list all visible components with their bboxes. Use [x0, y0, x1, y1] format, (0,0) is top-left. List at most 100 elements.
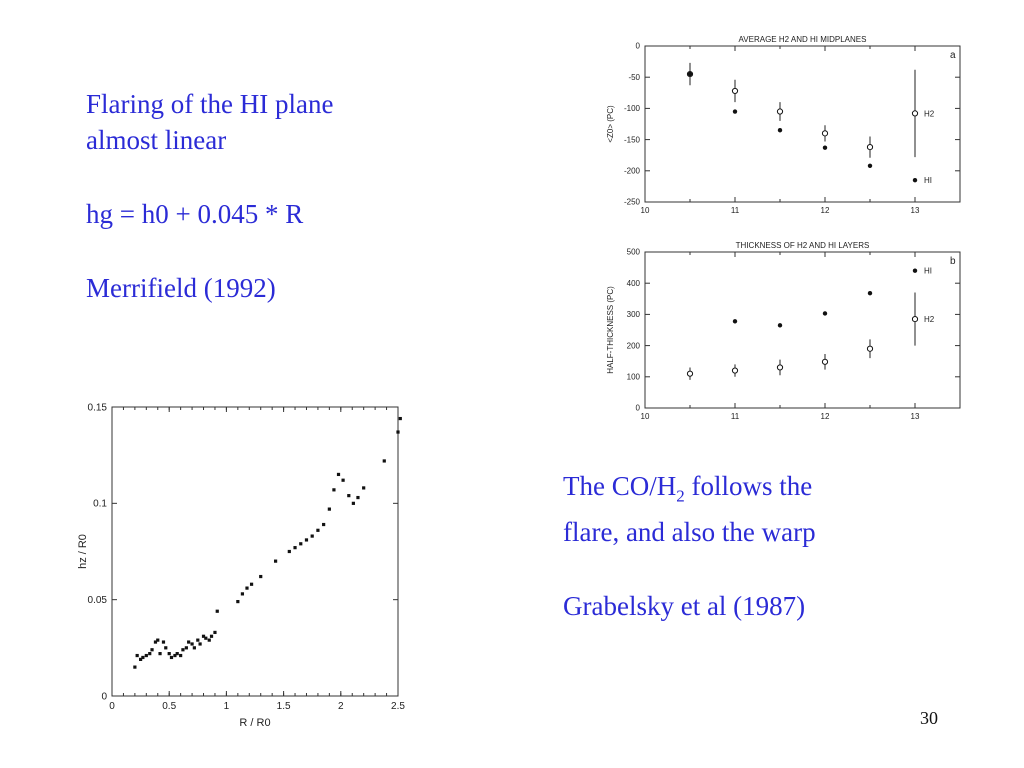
grabelsky-reference: Grabelsky et al (1987) [563, 591, 806, 622]
data-point [190, 642, 194, 646]
chart-title: THICKNESS OF H2 AND HI LAYERS [736, 241, 870, 250]
y-tick-label: -150 [624, 135, 641, 144]
data-point [204, 636, 208, 640]
data-point [196, 638, 200, 642]
data-point [179, 653, 183, 658]
y-tick-label: 400 [627, 279, 641, 288]
thickness-chart: THICKNESS OF H2 AND HI LAYERS b HALF-THI… [606, 241, 961, 421]
x-tick-label: 11 [731, 206, 740, 215]
flare-formula: hg = h0 + 0.045 * R [86, 199, 304, 229]
data-point [382, 459, 386, 463]
data-point [240, 592, 245, 596]
data-point [144, 653, 148, 658]
data-point [173, 653, 177, 658]
flaring-line-1: Flaring of the HI plane [86, 89, 334, 119]
merrifield-scatter-chart: 0 0.5 1 1.5 2 2.5 0 0.05 0.1 0.15 R / R0 hz / R0 [77, 402, 405, 729]
x-tick-label: 10 [641, 206, 650, 215]
merrifield-reference: Merrifield (1992) [86, 273, 276, 303]
data-point [351, 501, 355, 505]
data-point [141, 655, 145, 660]
x-tick-label: 13 [911, 206, 920, 215]
data-point [396, 430, 400, 434]
data-point [236, 599, 240, 604]
y-axis-label: HALF-THICKNESS (PC) [606, 286, 615, 374]
data-point [209, 634, 214, 638]
data-point-h2 [821, 358, 829, 365]
midplanes-chart: AVERAGE H2 AND HI MIDPLANES a <Z0> (PC) … [606, 35, 961, 215]
plot-frame [111, 406, 399, 697]
data-point [192, 646, 196, 650]
data-point-hi [867, 163, 873, 169]
y-tick-label: 0 [636, 42, 641, 51]
left-text-block: Flaring of the HI plane almost linear hg… [86, 86, 333, 306]
data-point-h2 [911, 110, 919, 117]
data-point-h2 [686, 370, 694, 377]
data-point-h2 [866, 345, 874, 352]
x-tick-label: 11 [731, 412, 740, 421]
h2-subscript: 2 [676, 486, 685, 506]
data-point [356, 495, 360, 500]
data-point [341, 478, 345, 482]
data-point-h2 [731, 87, 739, 95]
data-point [245, 586, 249, 590]
x-tick-label: 2 [338, 701, 344, 712]
data-point [347, 494, 351, 498]
data-point-hi [822, 311, 828, 316]
legend-label: H2 [924, 315, 935, 324]
data-point [213, 630, 217, 635]
plot-frame [644, 45, 961, 203]
y-tick-label: 0 [101, 691, 107, 702]
y-tick-label: 300 [627, 310, 641, 319]
data-point [322, 522, 326, 527]
data-point [184, 646, 188, 650]
data-point [201, 634, 206, 638]
legend-label: HI [924, 176, 932, 185]
data-point [148, 652, 152, 656]
legend-entry: HI [924, 176, 932, 185]
co-h2-prefix: The CO/H [563, 471, 677, 501]
data-point-hi [867, 290, 873, 296]
data-point [153, 640, 158, 644]
y-tick-label: 200 [627, 341, 641, 350]
x-tick-label: 2.5 [391, 701, 405, 712]
flaring-line-2: almost linear [86, 125, 227, 155]
data-point [259, 574, 263, 579]
data-point [287, 549, 291, 554]
data-point [198, 642, 202, 646]
y-tick-label: 500 [627, 248, 641, 257]
data-point [133, 665, 137, 669]
data-point [316, 528, 320, 532]
data-point [362, 486, 366, 490]
x-tick-label: 0 [109, 701, 115, 712]
data-point [304, 538, 309, 542]
legend-entry: H2 [924, 315, 935, 324]
data-point [207, 638, 211, 642]
data-point [327, 507, 331, 511]
co-h2-line-1: The CO/H2 follows the [563, 468, 816, 514]
x-tick-label: 10 [641, 412, 650, 421]
y-tick-label: 0.1 [93, 499, 107, 510]
data-point-hi [912, 268, 918, 273]
data-point [161, 640, 166, 644]
y-axis-label: hz / R0 [77, 534, 89, 569]
data-point-h2 [776, 108, 784, 115]
data-point [135, 653, 139, 658]
plot-frame [644, 251, 961, 409]
data-point-hi [777, 323, 783, 328]
y-tick-label: -50 [628, 73, 640, 82]
co-h2-suffix: follows the [684, 471, 813, 501]
data-point-hi [822, 145, 828, 150]
y-tick-label: 0.15 [88, 402, 108, 413]
x-tick-label: 1 [224, 701, 230, 712]
data-point-hi [777, 128, 783, 133]
data-point [181, 648, 185, 652]
x-tick-label: 0.5 [162, 701, 176, 712]
right-text-block: The CO/H2 follows the flare, and also th… [563, 468, 816, 624]
data-point [273, 559, 278, 563]
data-point-hi [687, 71, 693, 77]
legend-entry: H2 [924, 109, 935, 118]
data-point [156, 638, 160, 642]
data-point [139, 657, 143, 661]
data-point [187, 640, 191, 644]
data-point [175, 652, 179, 656]
